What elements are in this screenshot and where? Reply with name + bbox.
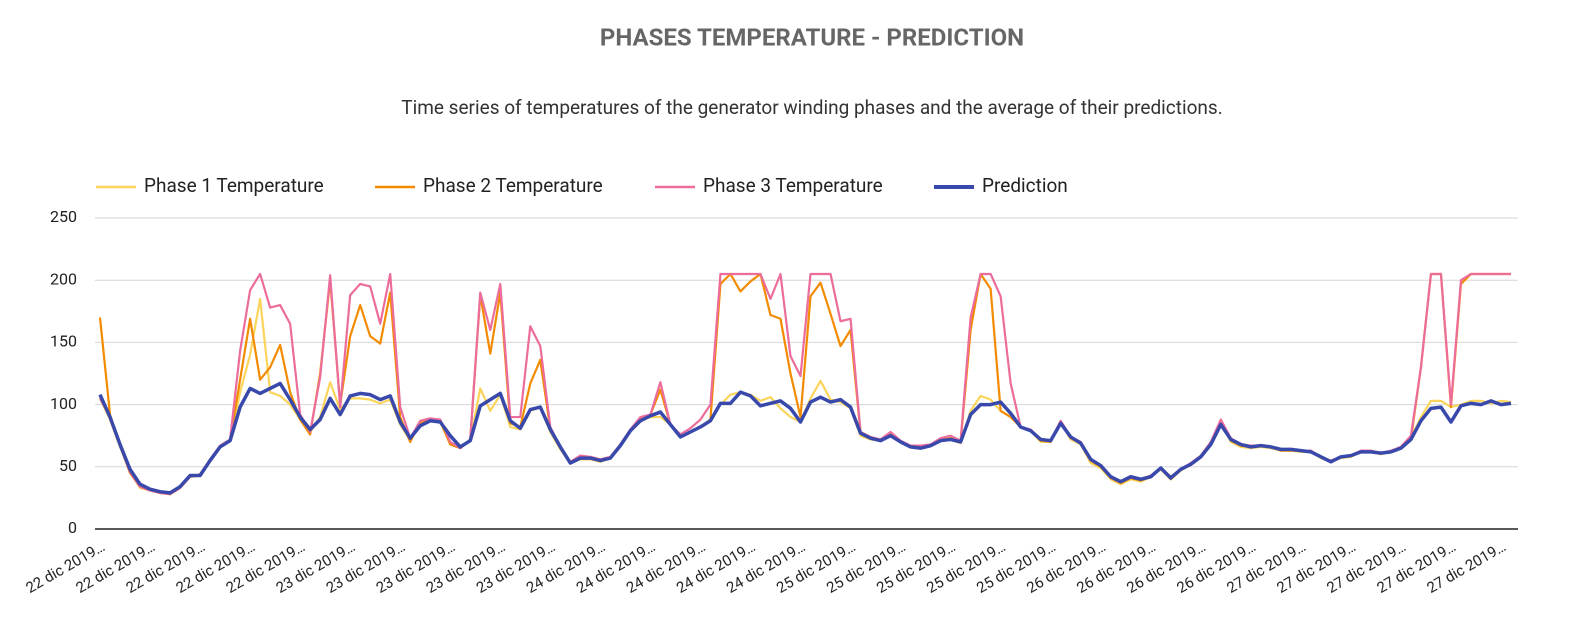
legend-label: Prediction [982,174,1068,197]
legend-label: Phase 2 Temperature [423,174,603,197]
y-tick-label: 250 [50,207,77,226]
series-line [98,381,1512,495]
chart-title: PHASES TEMPERATURE - PREDICTION [600,23,1024,51]
chart-subtitle: Time series of temperatures of the gener… [401,96,1222,119]
y-tick-label: 200 [50,269,77,288]
y-tick-label: 0 [68,518,77,537]
y-tick-label: 100 [50,394,77,413]
legend-label: Phase 1 Temperature [144,174,324,197]
y-tick-label: 150 [50,332,77,351]
legend-label: Phase 3 Temperature [703,174,883,197]
y-tick-label: 50 [59,456,77,475]
series-line [99,272,1511,496]
series-line [98,272,1511,496]
